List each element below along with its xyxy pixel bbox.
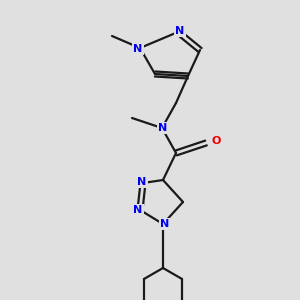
Text: N: N — [158, 123, 168, 133]
Text: N: N — [134, 44, 142, 54]
Text: N: N — [137, 177, 147, 187]
Text: N: N — [160, 219, 169, 229]
Text: N: N — [134, 205, 142, 215]
Text: O: O — [211, 136, 221, 146]
Text: N: N — [176, 26, 184, 36]
